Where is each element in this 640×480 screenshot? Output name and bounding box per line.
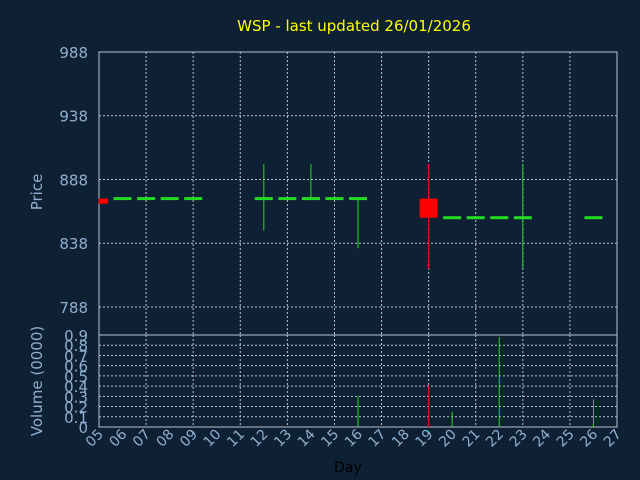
candle-body <box>325 197 344 201</box>
candle-body <box>419 198 438 218</box>
candle <box>466 216 485 220</box>
candle-body <box>99 198 108 204</box>
candle-body <box>490 216 509 220</box>
candle-body <box>584 216 603 220</box>
candle <box>137 197 156 201</box>
candle <box>301 164 320 201</box>
candle-body <box>137 197 156 201</box>
price-tick-label: 838 <box>59 235 88 253</box>
x-tick-label: 27 <box>601 427 625 451</box>
candle <box>184 197 203 201</box>
x-tick-label: 10 <box>201 427 225 451</box>
volume-tick-label: 0.3 <box>64 388 88 406</box>
price-axis-label: Price <box>28 174 46 211</box>
x-tick-label: 08 <box>154 427 178 451</box>
x-tick-label: 12 <box>248 427 272 451</box>
candle <box>254 164 273 231</box>
volume-tick-label: 0.9 <box>64 327 88 345</box>
chart-title: WSP - last updated 26/01/2026 <box>237 17 471 35</box>
candle <box>419 164 438 269</box>
candle <box>584 216 603 220</box>
x-tick-label: 23 <box>507 427 531 451</box>
candle-body <box>254 197 273 201</box>
candle-body <box>113 197 132 201</box>
candle-body <box>349 197 367 201</box>
price-tick-label: 988 <box>59 44 88 62</box>
price-plot-frame <box>98 51 618 336</box>
volume-tick-label: 0.7 <box>64 347 88 365</box>
volume-tick-label: 0.6 <box>64 358 88 376</box>
x-tick-label: 06 <box>106 426 130 450</box>
candle <box>490 216 509 220</box>
x-tick-label: 11 <box>224 427 248 451</box>
volume-tick-label: 0.8 <box>64 337 88 355</box>
x-tick-label: 14 <box>295 426 319 450</box>
candle <box>98 198 108 204</box>
x-tick-label: 09 <box>177 427 201 451</box>
candle <box>443 216 462 220</box>
x-tick-label: 18 <box>389 427 413 451</box>
x-tick-label: 21 <box>460 427 484 451</box>
candle <box>513 164 532 269</box>
price-tick-label: 888 <box>59 171 88 189</box>
x-tick-label: 17 <box>365 427 389 451</box>
x-axis-label: Day <box>334 460 362 476</box>
price-tick-label: 788 <box>59 299 88 317</box>
candle <box>278 197 297 201</box>
volume-tick-label: 0.1 <box>64 409 88 427</box>
x-tick-label: 13 <box>271 427 295 451</box>
x-tick-label: 22 <box>483 427 507 451</box>
x-tick-label: 15 <box>318 427 342 451</box>
volume-tick-label: 0 <box>78 419 88 437</box>
candle <box>325 197 344 201</box>
x-tick-label: 07 <box>130 427 154 451</box>
x-tick-label: 26 <box>577 426 601 450</box>
volume-tick-label: 0.5 <box>64 368 88 386</box>
volume-tick-label: 0.4 <box>64 378 88 396</box>
volume-axis-label: Volume (0000) <box>28 326 46 436</box>
price-tick-label: 938 <box>59 108 88 126</box>
candle-body <box>160 197 179 201</box>
candle <box>160 197 179 201</box>
candle-body <box>278 197 297 201</box>
candle-body <box>301 197 320 201</box>
x-tick-label: 19 <box>413 427 437 451</box>
candle-body <box>443 216 462 220</box>
x-tick-label: 24 <box>530 426 554 450</box>
candle <box>349 197 367 249</box>
x-tick-label: 25 <box>554 427 578 451</box>
x-tick-label: 16 <box>342 426 366 450</box>
candle-body <box>513 216 532 220</box>
price-panel: 988 938 888 838 788 <box>59 44 618 336</box>
x-tick-label: 20 <box>436 427 460 451</box>
candle-body <box>466 216 485 220</box>
volume-tick-label: 0.2 <box>64 399 88 417</box>
candle <box>113 197 132 201</box>
candle-body <box>184 197 203 201</box>
